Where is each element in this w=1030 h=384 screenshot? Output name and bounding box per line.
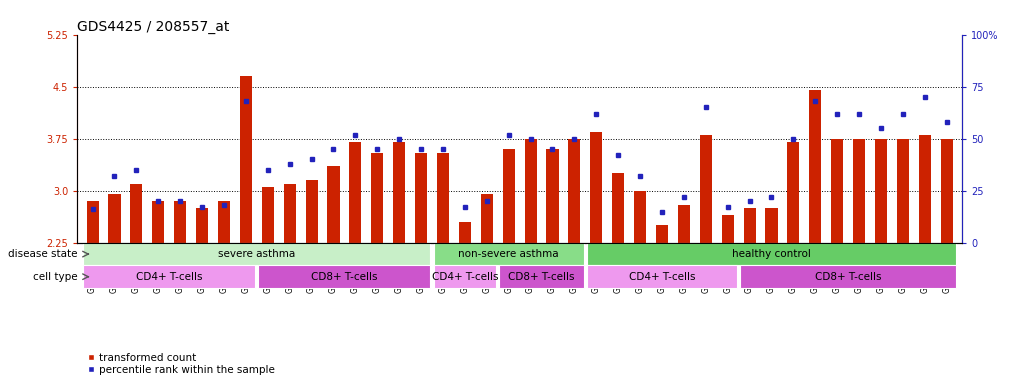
Bar — [547, 149, 558, 243]
Bar — [897, 139, 908, 243]
Bar — [853, 139, 865, 243]
Bar — [503, 149, 515, 243]
Bar — [940, 139, 953, 243]
Bar — [152, 201, 165, 243]
Bar — [612, 174, 624, 243]
Bar — [349, 142, 362, 243]
Bar — [196, 208, 208, 243]
Bar — [500, 265, 584, 288]
Text: cell type: cell type — [33, 272, 77, 282]
Bar — [810, 90, 821, 243]
Bar — [283, 184, 296, 243]
Bar — [259, 265, 431, 288]
Bar — [174, 201, 186, 243]
Text: CD8+ T-cells: CD8+ T-cells — [311, 272, 378, 282]
Text: CD8+ T-cells: CD8+ T-cells — [815, 272, 882, 282]
Bar — [590, 132, 603, 243]
Bar — [218, 201, 230, 243]
Text: disease state: disease state — [8, 249, 77, 259]
Bar — [434, 243, 584, 265]
Bar — [678, 205, 690, 243]
Text: CD4+ T-cells: CD4+ T-cells — [432, 272, 499, 282]
Text: CD8+ T-cells: CD8+ T-cells — [508, 272, 575, 282]
Bar — [108, 194, 121, 243]
Bar — [587, 265, 737, 288]
Bar — [587, 243, 956, 265]
Bar — [393, 142, 405, 243]
Bar — [437, 152, 449, 243]
Bar — [699, 135, 712, 243]
Bar — [744, 208, 756, 243]
Text: healthy control: healthy control — [732, 249, 811, 259]
Bar — [919, 135, 931, 243]
Bar — [741, 265, 956, 288]
Bar — [569, 139, 581, 243]
Bar — [765, 208, 778, 243]
Bar — [306, 180, 317, 243]
Text: severe asthma: severe asthma — [218, 249, 296, 259]
Text: CD4+ T-cells: CD4+ T-cells — [628, 272, 695, 282]
Bar — [87, 201, 99, 243]
Bar — [131, 184, 142, 243]
Bar — [831, 139, 844, 243]
Bar — [458, 222, 471, 243]
Text: GDS4425 / 208557_at: GDS4425 / 208557_at — [77, 20, 230, 33]
Legend: transformed count, percentile rank within the sample: transformed count, percentile rank withi… — [82, 348, 279, 379]
Bar — [787, 142, 799, 243]
Bar — [656, 225, 668, 243]
Bar — [524, 139, 537, 243]
Text: CD4+ T-cells: CD4+ T-cells — [136, 272, 203, 282]
Bar — [240, 76, 252, 243]
Bar — [83, 243, 431, 265]
Bar — [722, 215, 733, 243]
Bar — [328, 166, 340, 243]
Bar — [371, 152, 383, 243]
Bar — [481, 194, 492, 243]
Bar — [83, 265, 255, 288]
Bar — [434, 265, 496, 288]
Bar — [634, 191, 646, 243]
Bar — [874, 139, 887, 243]
Text: non-severe asthma: non-severe asthma — [458, 249, 559, 259]
Bar — [415, 152, 427, 243]
Bar — [262, 187, 274, 243]
